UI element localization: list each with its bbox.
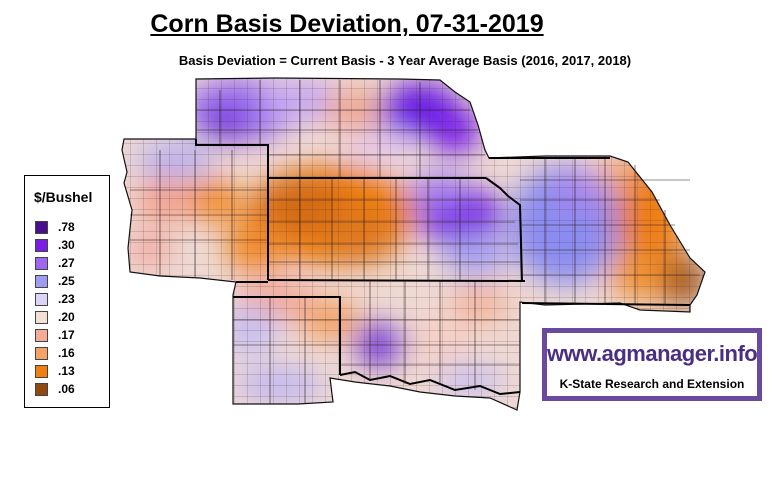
legend-swatch: [35, 257, 48, 270]
legend-swatch: [35, 347, 48, 360]
agmanager-logo: www.agmanager.info K-State Research and …: [542, 328, 762, 401]
legend-label: .13: [58, 364, 75, 378]
legend-label: .27: [58, 256, 75, 270]
legend-label: .30: [58, 238, 75, 252]
legend-label: .78: [58, 220, 75, 234]
legend-swatch: [35, 329, 48, 342]
map-title: Corn Basis Deviation, 07-31-2019: [150, 10, 544, 38]
legend-label: .06: [58, 382, 75, 396]
legend-swatch: [35, 311, 48, 324]
legend-swatch: [35, 221, 48, 234]
legend-swatch: [35, 293, 48, 306]
map-subtitle: Basis Deviation = Current Basis - 3 Year…: [178, 53, 632, 68]
legend-label: .16: [58, 346, 75, 360]
legend-title: $/Bushel: [34, 189, 93, 205]
legend-swatch: [35, 365, 48, 378]
legend-label: .20: [58, 310, 75, 324]
county-lines: [130, 80, 700, 404]
legend: $/Bushel .78 .30 .27 .25 .23 .20 .17 .16…: [24, 175, 110, 408]
brand-url: www.agmanager.info: [547, 341, 758, 366]
brand-org: K-State Research and Extension: [559, 377, 745, 391]
legend-swatch: [35, 383, 48, 396]
legend-label: .23: [58, 292, 75, 306]
legend-swatch: [35, 275, 48, 288]
legend-label: .17: [58, 328, 75, 342]
state-borders: [195, 139, 691, 396]
legend-swatch: [35, 239, 48, 252]
legend-label: .25: [58, 274, 75, 288]
